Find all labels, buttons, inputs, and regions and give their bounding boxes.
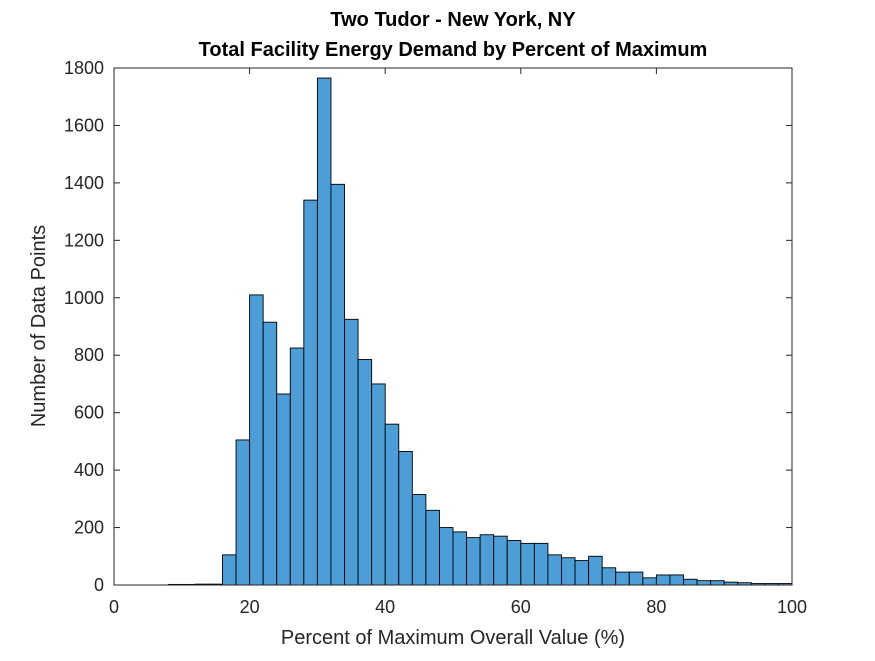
histogram-bar	[561, 557, 576, 586]
histogram-bar	[479, 534, 495, 586]
x-axis-label: Percent of Maximum Overall Value (%)	[281, 627, 625, 649]
histogram-bar	[249, 294, 264, 586]
x-tick-label: 100	[777, 597, 807, 617]
histogram-bar	[466, 537, 481, 586]
x-tick-label: 40	[375, 597, 395, 617]
histogram-bar	[615, 571, 630, 586]
histogram-bar	[533, 542, 549, 586]
y-tick-label: 1200	[64, 230, 104, 250]
plot-area-frame	[113, 67, 793, 586]
histogram-bar	[655, 574, 671, 586]
histogram-bar	[262, 321, 278, 586]
histogram-bar	[371, 383, 386, 586]
y-tick-label: 400	[74, 460, 104, 480]
y-tick-label: 0	[94, 575, 104, 595]
histogram-bar	[222, 554, 237, 586]
histogram-bar	[710, 580, 725, 586]
histogram-bar	[384, 423, 400, 586]
histogram-bar	[588, 555, 603, 586]
histogram-bar	[235, 439, 251, 586]
chart-title-line-1: Two Tudor - New York, NY	[330, 9, 576, 31]
histogram-bar	[425, 509, 440, 586]
histogram-bar	[398, 450, 413, 586]
histogram-bar	[330, 183, 345, 586]
histogram-bar	[438, 527, 454, 586]
histogram-bar	[289, 347, 305, 586]
histogram-bar	[642, 577, 657, 586]
histogram-bar	[520, 542, 535, 586]
histogram-bar	[493, 535, 508, 586]
histogram-bar	[276, 393, 291, 586]
y-tick-label: 200	[74, 518, 104, 538]
histogram-bar	[574, 560, 590, 586]
histogram-bar	[696, 580, 712, 586]
histogram-bars	[167, 77, 793, 586]
x-tick-label: 0	[109, 597, 119, 617]
x-axis-ticks: 0 20 40 60 80 100	[109, 68, 807, 617]
histogram-bar	[547, 554, 562, 586]
y-axis-ticks: 0 200 400 600 800 1000 1200 1400 1600 1800	[64, 58, 792, 595]
histogram-bar	[357, 359, 373, 586]
x-tick-label: 60	[511, 597, 531, 617]
histogram-bar	[316, 77, 332, 586]
chart-title-line-2: Total Facility Energy Demand by Percent …	[199, 39, 708, 61]
y-tick-label: 1000	[64, 288, 104, 308]
y-tick-label: 1400	[64, 173, 104, 193]
histogram-bar	[344, 318, 359, 586]
histogram-bar	[683, 578, 698, 586]
histogram-bar	[669, 574, 684, 586]
x-tick-label: 80	[646, 597, 666, 617]
chart-title: Two Tudor - New York, NY Total Facility …	[199, 9, 708, 61]
x-tick-label: 20	[240, 597, 260, 617]
histogram-bar	[601, 567, 617, 586]
y-tick-label: 600	[74, 403, 104, 423]
y-tick-label: 1800	[64, 58, 104, 78]
histogram-bar	[628, 571, 644, 586]
y-tick-label: 800	[74, 345, 104, 365]
y-tick-label: 1600	[64, 115, 104, 135]
histogram-bar	[411, 494, 427, 586]
histogram-bar	[506, 540, 522, 586]
y-axis-label: Number of Data Points	[28, 225, 50, 427]
histogram-bar	[303, 199, 318, 586]
histogram-bar	[452, 531, 468, 586]
